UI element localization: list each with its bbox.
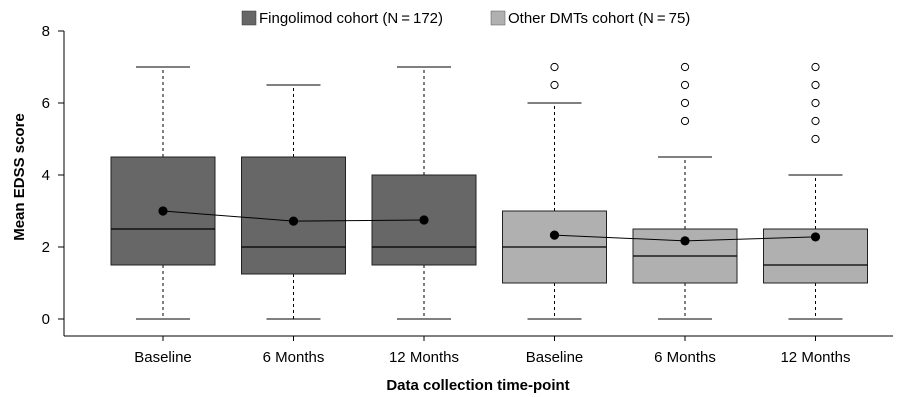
x-tick-label: 6 Months [263,349,325,366]
y-tick-label: 8 [42,23,50,40]
outlier-point [680,62,690,72]
y-ticks: 0 2 4 6 8 [42,23,64,328]
outlier-point [680,98,690,108]
outlier-point [680,116,690,126]
legend: Fingolimod cohort (N = 172) Other DMTs c… [241,10,690,27]
y-tick-label: 2 [42,239,50,256]
box-group [763,62,868,320]
outlier-point [811,62,820,72]
mean-point [158,206,168,216]
box-group [502,62,607,320]
x-tick-label: Baseline [134,349,192,366]
legend-swatch-other-dmts [490,10,506,26]
outlier-point [550,80,559,90]
x-tick-label: 12 Months [389,349,459,366]
mean-lines [158,206,821,246]
x-tick-labels: Baseline 6 Months 12 Months Baseline 6 Month… [134,336,851,366]
x-tick-label: Baseline [526,349,584,366]
y-axis-title: Mean EDSS score [11,113,28,241]
y-tick-label: 6 [42,95,50,112]
outlier-point [811,98,820,108]
legend-swatch-fingolimod [241,10,257,26]
y-tick-label: 4 [42,167,50,184]
mean-point [549,230,560,240]
outlier-point [811,80,820,90]
x-axis-title: Data collection time-point [386,377,569,394]
x-tick-label: 12 Months [780,349,850,366]
box-group [371,66,477,320]
legend-label-fingolimod: Fingolimod cohort (N = 172) [259,10,443,27]
mean-point [419,215,429,225]
boxes [110,62,868,320]
mean-point [810,232,821,242]
mean-point [288,216,299,226]
outlier-point [550,62,559,72]
outlier-point [811,116,820,126]
box-group [241,84,346,320]
box-group [632,62,738,320]
iqr-box [241,156,346,275]
y-tick-label: 0 [42,311,50,328]
box-group [110,66,216,320]
outlier-point [811,134,820,144]
legend-label-other-dmts: Other DMTs cohort (N = 75) [508,10,690,27]
x-tick-label: 6 Months [654,349,716,366]
outlier-point [680,80,690,90]
mean-point [680,236,690,246]
